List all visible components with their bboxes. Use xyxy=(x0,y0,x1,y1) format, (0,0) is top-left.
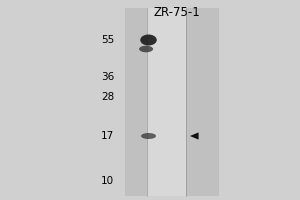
Text: ZR-75-1: ZR-75-1 xyxy=(154,6,200,19)
Bar xyxy=(124,8,219,196)
Text: 36: 36 xyxy=(101,72,114,82)
Ellipse shape xyxy=(141,133,156,139)
Ellipse shape xyxy=(139,46,153,52)
Text: 10: 10 xyxy=(101,176,114,186)
Text: 55: 55 xyxy=(101,35,114,45)
Ellipse shape xyxy=(140,34,157,46)
Text: 17: 17 xyxy=(101,131,114,141)
Bar xyxy=(147,8,186,196)
Polygon shape xyxy=(190,132,199,140)
Text: 28: 28 xyxy=(101,92,114,102)
